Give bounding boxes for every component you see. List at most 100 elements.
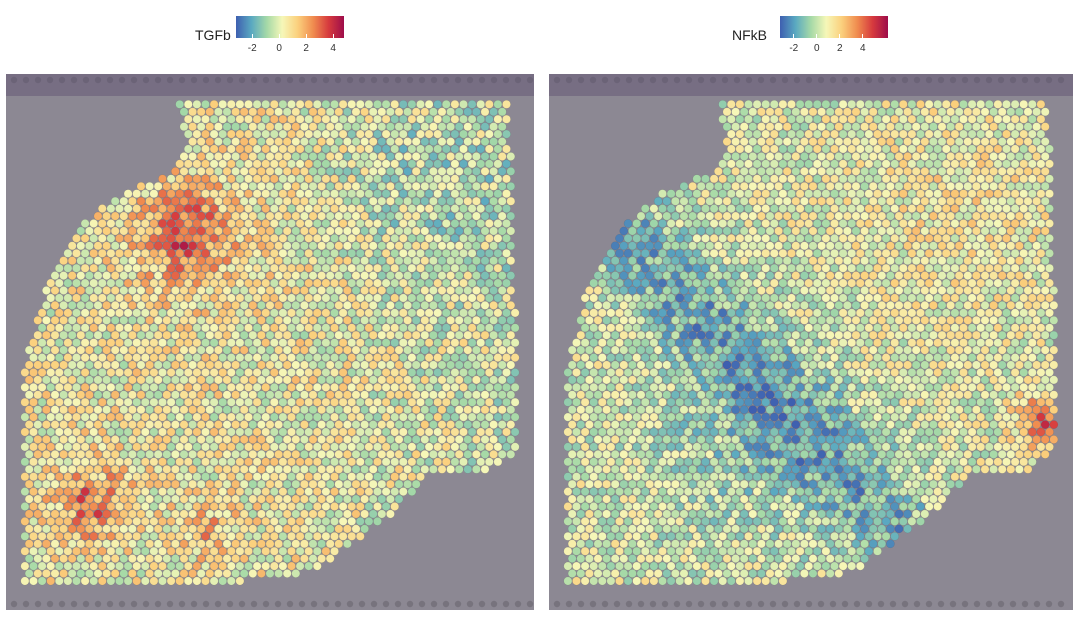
expression-spot: [606, 278, 616, 288]
expression-spot: [502, 412, 511, 422]
expression-spot: [145, 539, 154, 549]
expression-spot: [484, 293, 494, 303]
expression-spot: [98, 561, 107, 571]
expression-spot: [398, 263, 408, 273]
expression-spot: [239, 345, 249, 355]
expression-spot: [450, 174, 460, 184]
expression-spot: [916, 99, 925, 109]
fiducial-spot: [853, 600, 861, 608]
expression-spot: [98, 338, 107, 348]
expression-spot: [132, 368, 141, 377]
fiducial-spot: [745, 600, 753, 608]
expression-spot: [300, 509, 309, 519]
expression-spot: [295, 383, 305, 392]
expression-spot: [278, 263, 288, 273]
expression-spot: [291, 152, 301, 161]
expression-spot: [1015, 301, 1024, 310]
expression-spot: [497, 405, 507, 415]
expression-spot: [843, 226, 852, 236]
expression-spot: [920, 167, 930, 176]
expression-spot: [239, 539, 249, 549]
expression-spot: [907, 204, 917, 213]
expression-spot: [196, 539, 206, 549]
expression-spot: [497, 345, 507, 355]
expression-spot: [692, 174, 702, 184]
expression-spot: [153, 241, 163, 251]
expression-spot: [506, 226, 516, 236]
expression-spot: [403, 390, 412, 400]
expression-spot: [658, 293, 667, 303]
expression-spot: [424, 114, 434, 124]
expression-spot: [343, 479, 352, 489]
expression-spot: [795, 204, 805, 213]
expression-spot: [463, 196, 473, 206]
expression-spot: [497, 211, 507, 221]
expression-spot: [257, 464, 266, 474]
expression-spot: [239, 256, 249, 265]
expression-spot: [85, 450, 94, 459]
expression-spot: [37, 323, 47, 333]
expression-spot: [954, 271, 964, 280]
expression-spot: [106, 412, 116, 422]
expression-spot: [218, 263, 227, 273]
expression-spot: [476, 159, 486, 169]
expression-spot: [834, 152, 844, 161]
expression-spot: [1019, 338, 1029, 348]
expression-spot: [158, 308, 167, 318]
expression-spot: [1045, 263, 1054, 273]
expression-spot: [619, 286, 629, 295]
expression-spot: [132, 442, 141, 452]
expression-spot: [360, 196, 369, 206]
expression-spot: [351, 464, 361, 474]
expression-spot: [291, 107, 301, 117]
expression-spot: [748, 226, 758, 236]
expression-spot: [248, 450, 258, 459]
expression-spot: [502, 204, 511, 213]
expression-spot: [269, 129, 279, 139]
expression-spot: [933, 293, 943, 303]
expression-spot: [265, 509, 275, 519]
fiducial-spot: [370, 600, 378, 608]
expression-spot: [860, 315, 869, 325]
expression-spot: [261, 144, 271, 154]
expression-spot: [287, 219, 296, 228]
expression-spot: [489, 435, 498, 444]
expression-spot: [325, 211, 335, 221]
expression-spot: [330, 472, 339, 482]
expression-spot: [390, 308, 400, 318]
expression-spot: [226, 219, 236, 228]
expression-spot: [106, 397, 116, 407]
expression-spot: [623, 338, 633, 348]
expression-spot: [610, 271, 620, 280]
expression-spot: [963, 315, 973, 325]
expression-spot: [1010, 293, 1020, 303]
expression-spot: [450, 457, 460, 467]
expression-spot: [403, 375, 412, 385]
expression-spot: [373, 204, 382, 213]
expression-spot: [269, 293, 279, 303]
expression-spot: [1032, 330, 1041, 340]
expression-spot: [282, 450, 292, 459]
expression-spot: [748, 345, 758, 355]
expression-spot: [98, 204, 107, 213]
expression-spot: [731, 122, 740, 132]
expression-spot: [145, 360, 154, 370]
expression-spot: [231, 196, 240, 206]
expression-spot: [847, 323, 857, 333]
expression-spot: [252, 487, 262, 496]
expression-spot: [80, 383, 90, 392]
slide-edge: [6, 74, 534, 96]
expression-spot: [218, 442, 227, 452]
expression-spot: [881, 248, 891, 258]
expression-spot: [162, 509, 172, 519]
expression-spot: [149, 308, 159, 318]
expression-spot: [381, 234, 391, 243]
expression-spot: [321, 219, 331, 228]
expression-spot: [506, 196, 516, 206]
expression-spot: [653, 241, 663, 251]
expression-spot: [959, 219, 968, 228]
expression-spot: [59, 330, 68, 340]
expression-spot: [394, 167, 404, 176]
expression-spot: [205, 464, 215, 474]
expression-spot: [80, 517, 90, 526]
